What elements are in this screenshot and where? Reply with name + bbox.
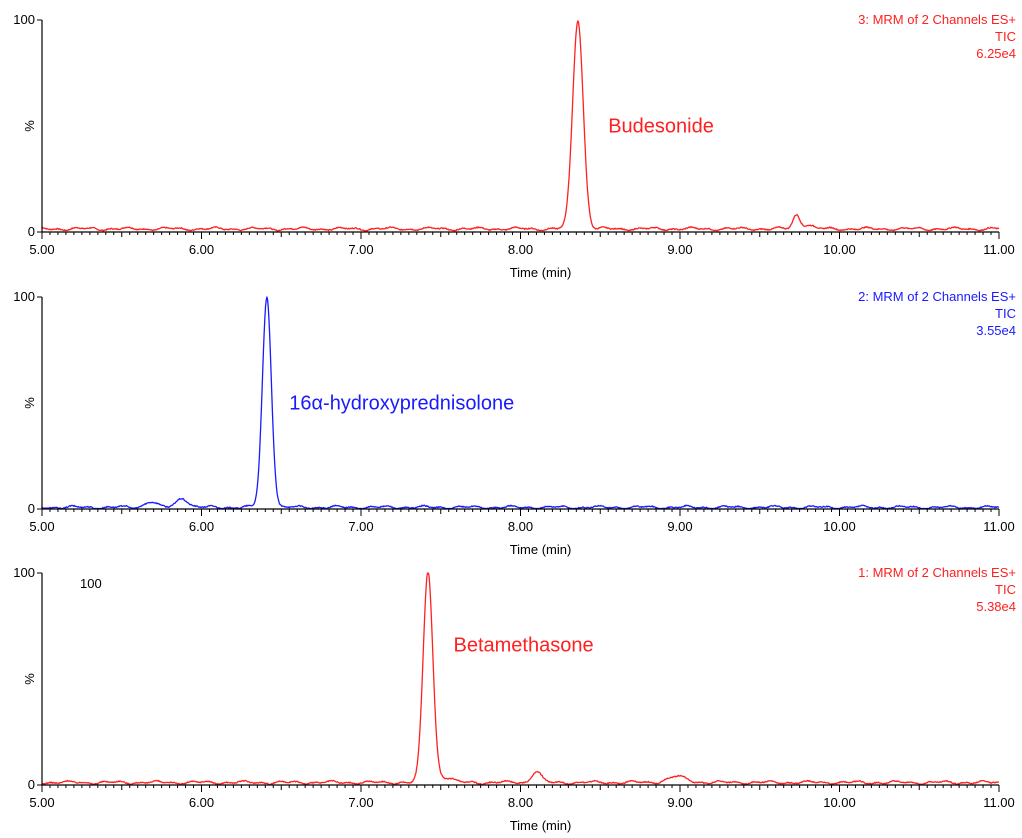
x-tick-label: 7.00	[348, 242, 373, 257]
trace-info-line: 5.38e4	[976, 599, 1016, 614]
x-tick-label: 8.00	[508, 519, 533, 534]
trace-line-3	[41, 572, 1000, 786]
x-tick-label: 6.00	[189, 242, 214, 257]
x-tick-label: 6.00	[189, 519, 214, 534]
trace-info-line: TIC	[995, 306, 1016, 321]
x-tick-label: 10.00	[823, 795, 856, 810]
x-tick-label: 10.00	[823, 519, 856, 534]
x-axis-label: Time (min)	[510, 542, 572, 557]
trace-info-line: 6.25e4	[976, 46, 1016, 61]
x-tick-label: 9.00	[667, 519, 692, 534]
y-tick-label: 0	[28, 501, 35, 516]
trace-info-line: TIC	[995, 29, 1016, 44]
trace-info-line: 2: MRM of 2 Channels ES+	[858, 289, 1016, 304]
y-axis-label: %	[22, 673, 37, 685]
x-tick-label: 5.00	[29, 242, 54, 257]
x-tick-label: 8.00	[508, 242, 533, 257]
corner-label: 100	[80, 576, 102, 591]
y-tick-label: 100	[13, 565, 35, 580]
chart-panel-3: 100 0% 5.00 6.00 7.00 8.00 9.00 10.00 11.00 Time …	[13, 565, 1016, 833]
y-tick-label: 100	[13, 12, 35, 27]
trace-line-1	[41, 20, 1000, 232]
trace-info-line: 1: MRM of 2 Channels ES+	[858, 565, 1016, 580]
y-tick-label: 0	[28, 777, 35, 792]
chart-panel-2: 100 0% 5.00 6.00 7.00 8.00 9.00 10.00 11.00 Time …	[13, 289, 1016, 557]
x-tick-label: 5.00	[29, 519, 54, 534]
x-tick-label: 9.00	[667, 795, 692, 810]
peak-annotation: Budesonide	[608, 115, 714, 137]
trace-info-line: 3: MRM of 2 Channels ES+	[858, 12, 1016, 27]
y-axis-label: %	[22, 397, 37, 409]
y-tick-label: 0	[28, 224, 35, 239]
x-tick-label: 9.00	[667, 242, 692, 257]
x-tick-label: 11.00	[983, 519, 1015, 534]
trace-info-line: 3.55e4	[976, 323, 1016, 338]
y-tick-label: 100	[13, 289, 35, 304]
x-tick-label: 5.00	[29, 795, 54, 810]
x-tick-label: 7.00	[348, 795, 373, 810]
x-tick-label: 11.00	[983, 242, 1015, 257]
x-axis-label: Time (min)	[510, 265, 572, 280]
chart-panel-1: 100 0% 5.00 6.00 7.00 8.00 9.00 10.00 11.00 Time …	[13, 12, 1016, 280]
x-tick-label: 8.00	[508, 795, 533, 810]
x-axis-label: Time (min)	[510, 818, 572, 833]
trace-info-line: TIC	[995, 582, 1016, 597]
peak-annotation: 16α-hydroxyprednisolone	[289, 392, 514, 414]
x-tick-label: 11.00	[983, 795, 1015, 810]
x-tick-label: 6.00	[189, 795, 214, 810]
x-tick-label: 10.00	[823, 242, 856, 257]
trace-line-2	[41, 296, 1000, 510]
x-tick-label: 7.00	[348, 519, 373, 534]
y-axis-label: %	[22, 120, 37, 132]
peak-annotation: Betamethasone	[454, 634, 594, 656]
